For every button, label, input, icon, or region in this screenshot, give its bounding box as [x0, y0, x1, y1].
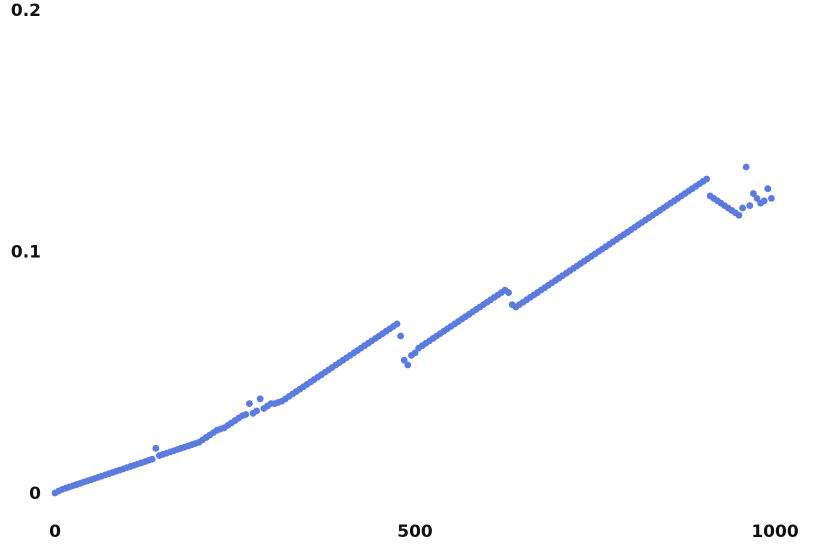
data-point	[242, 411, 250, 418]
data-point	[400, 356, 408, 364]
data-point	[703, 175, 710, 183]
data-point	[764, 185, 772, 193]
y-tick-label: 0.1	[11, 243, 41, 263]
data-point	[735, 211, 743, 219]
data-point	[148, 455, 156, 463]
data-point	[742, 163, 750, 171]
data-point	[256, 395, 264, 403]
data-point	[753, 194, 761, 202]
data-point	[746, 202, 754, 210]
y-axis-tick-labels: 0 0.1 0.2	[11, 1, 41, 504]
data-point	[750, 190, 757, 197]
data-point	[760, 197, 768, 205]
data-point	[152, 444, 160, 452]
data-point	[404, 361, 412, 369]
data-point	[397, 332, 404, 340]
data-point	[393, 320, 401, 328]
data-points	[51, 163, 775, 497]
x-tick-label: 500	[397, 522, 433, 542]
x-tick-label: 0	[49, 522, 61, 542]
y-tick-label: 0.2	[11, 1, 41, 21]
data-point	[253, 407, 260, 415]
data-point	[246, 400, 253, 408]
data-point	[411, 349, 419, 357]
data-point	[739, 204, 746, 212]
data-point	[505, 289, 512, 296]
y-tick-label: 0	[29, 484, 41, 504]
x-axis-tick-labels: 0 500 1000	[49, 522, 799, 542]
data-point	[768, 194, 775, 202]
x-tick-label: 1000	[751, 522, 798, 542]
